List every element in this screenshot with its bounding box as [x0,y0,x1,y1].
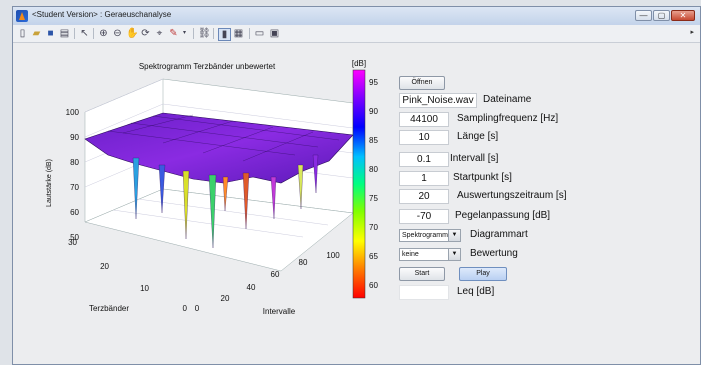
colorbar-icon[interactable]: ▮ [218,28,231,41]
z-tick-label: 50 [70,233,79,242]
start-button[interactable]: Start [399,267,445,281]
level-adjust-label: Pegelanpassung [dB] [455,210,551,221]
show-plot-icon[interactable]: ▣ [269,28,280,39]
print-icon[interactable]: ▤ [59,28,70,39]
colorbar-tick: 85 [369,136,378,145]
legend-icon[interactable]: ▦ [233,28,244,39]
dropdown-arrow-icon[interactable]: ▼ [448,249,460,260]
interval-field[interactable]: 0.1 [399,152,449,167]
colorbar-tick: 80 [369,165,378,174]
x-axis-label: Terzbänder [89,304,129,313]
grid-line [162,103,354,129]
x-tick-label: 20 [100,262,109,271]
pointer-icon[interactable]: ↖ [80,28,89,39]
z-tick-label: 70 [70,183,79,192]
diagram-type-value: Spektrogramm [402,232,448,239]
evaluation-period-label: Auswertungszeitraum [s] [457,190,567,201]
diagram-type-label: Diagrammart [470,229,528,240]
start-point-label: Startpunkt [s] [453,172,512,183]
surface-mesh [107,114,340,162]
weighting-value: keine [402,251,419,258]
grid-line [84,78,164,113]
y-tick-label: 40 [247,283,256,292]
toolbar-separator [213,28,214,39]
dropdown-arrow-icon[interactable]: ▼ [448,230,460,241]
y-tick-label: 20 [221,294,230,303]
zoom-out-icon[interactable]: ⊖ [113,28,122,39]
start-point-field[interactable]: 1 [399,171,449,186]
colorbar-tick: 65 [369,252,378,261]
grid-line [137,198,329,226]
link-icon[interactable]: ⛓ [198,28,211,39]
plot-title: Spektrogramm Terzbänder unbewertet [139,62,276,71]
toolbar-separator [249,28,250,39]
grid-line [84,103,164,138]
plot-area: Spektrogramm Terzbänder unbewertet [13,43,701,365]
colorbar[interactable] [352,69,366,299]
z-tick-label: 100 [66,108,80,117]
x-tick-label: 0 [183,304,188,313]
z-tick-label: 80 [70,158,79,167]
brush-dropdown-icon[interactable]: ▾ [182,30,186,36]
new-figure-icon[interactable]: ▯ [19,28,26,39]
brush-icon[interactable]: ✎ [169,28,178,39]
x-tick-label: 10 [140,284,149,293]
open-button[interactable]: Öffnen [399,76,445,90]
colorbar-tick: 75 [369,194,378,203]
spectrogram-axes[interactable]: Spektrogramm Terzbänder unbewertet [13,43,701,365]
y-axis-label: Intervalle [263,307,296,316]
x-tick-label: 30 [68,238,77,247]
pan-icon[interactable]: ✋ [126,28,139,39]
window-title: <Student Version> : Geraeuschanalyse [32,10,172,19]
data-cursor-icon[interactable]: ⌖ [156,28,163,39]
colorbar-tick: 95 [369,78,378,87]
diagram-type-select[interactable]: Spektrogramm ▼ [399,229,461,242]
length-label: Länge [s] [457,131,499,142]
y-tick-label: 100 [326,251,340,260]
interval-label: Intervall [s] [450,153,499,164]
z-tick-label: 90 [70,133,79,142]
length-field[interactable]: 10 [399,130,449,145]
open-file-icon[interactable]: ▰ [32,28,41,39]
colorbar-tick: 70 [369,223,378,232]
evaluation-period-field[interactable]: 20 [399,189,449,204]
z-axis-label: Lautstärke (dB) [46,159,53,207]
weighting-select[interactable]: keine ▼ [399,248,461,261]
y-tick-label: 80 [299,258,308,267]
matlab-icon [16,10,28,22]
title-bar: <Student Version> : Geraeuschanalyse — ▢… [13,7,700,26]
toolbar-separator [74,28,75,39]
toolbar-overflow-icon[interactable]: ▸ [690,29,694,36]
close-button[interactable]: ✕ [671,10,695,21]
sampling-rate-field[interactable]: 44100 [399,112,449,127]
maximize-button[interactable]: ▢ [653,10,670,21]
figure-toolbar: ▯ ▰ ■ ▤ ↖ ⊕ ⊖ ✋ ⟳ ⌖ ✎ ▾ ⛓ ▮ ▦ ▭ ▣ ▸ [13,25,700,43]
weighting-label: Bewertung [470,248,518,259]
leq-field [399,285,449,300]
colorbar-tick: 60 [369,281,378,290]
leq-label: Leq [dB] [457,286,495,297]
filename-field[interactable]: Pink_Noise.wav [399,93,477,108]
figure-window: <Student Version> : Geraeuschanalyse — ▢… [12,6,701,365]
y-tick-label: 60 [271,270,280,279]
zoom-in-icon[interactable]: ⊕ [99,28,108,39]
hide-plot-icon[interactable]: ▭ [254,28,265,39]
toolbar-separator [193,28,194,39]
filename-label: Dateiname [483,94,532,105]
save-icon[interactable]: ■ [47,28,54,39]
grid-line [112,209,304,238]
toolbar-separator [93,28,94,39]
surface-spikes [132,154,319,249]
y-tick-label: 0 [195,304,200,313]
sampling-rate-label: Samplingfrequenz [Hz] [457,113,559,124]
z-tick-label: 60 [70,208,79,217]
minimize-button[interactable]: — [635,10,652,21]
colorbar-tick: 90 [369,107,378,116]
level-adjust-field[interactable]: -70 [399,209,449,224]
colorbar-unit-label: [dB] [352,59,366,68]
rotate-icon[interactable]: ⟳ [141,28,150,39]
play-button[interactable]: Play [459,267,507,281]
